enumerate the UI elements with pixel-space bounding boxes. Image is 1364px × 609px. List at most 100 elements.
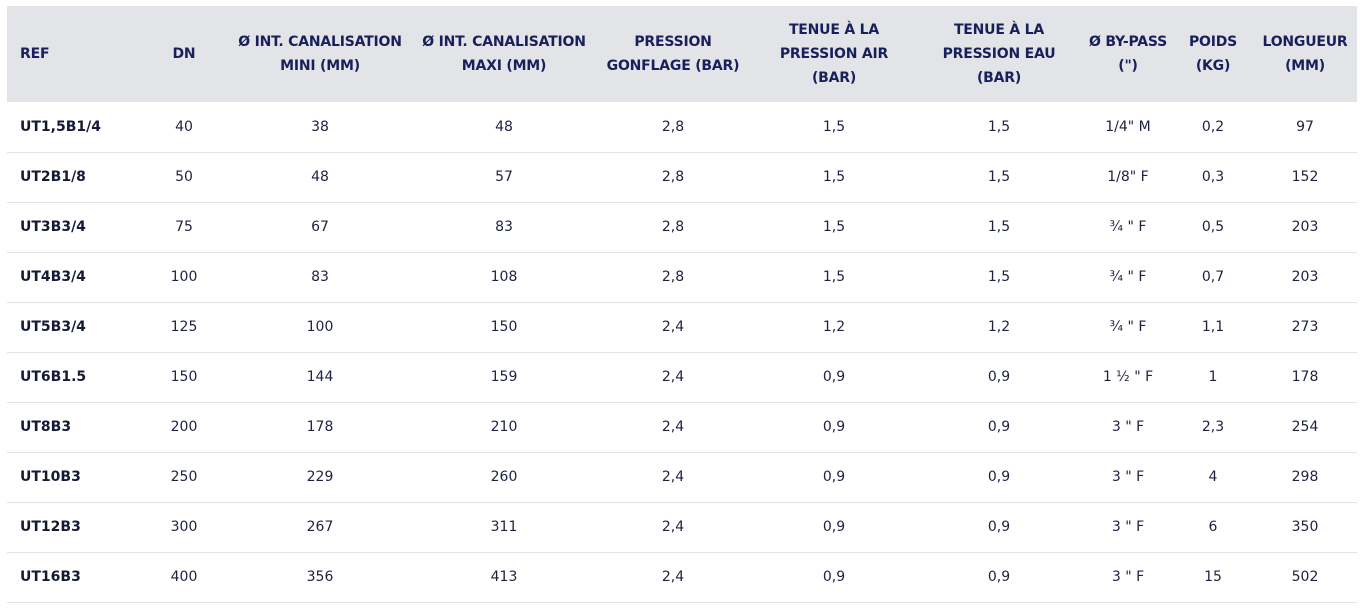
table-header: REF DN Ø INT. CANALISATION MINI (MM) Ø I… bbox=[7, 6, 1357, 102]
cell-poids: 1 bbox=[1208, 369, 1218, 385]
cell-bypass: 1/8" F bbox=[1107, 169, 1149, 185]
header-tenue-air: TENUE À LA PRESSION AIR (BAR) bbox=[779, 22, 889, 86]
cell-bypass: ¾ " F bbox=[1109, 219, 1147, 235]
cell-diam-mini: 48 bbox=[311, 169, 329, 185]
cell-dn: 40 bbox=[175, 118, 193, 135]
cell-diam-mini: 267 bbox=[306, 519, 334, 535]
cell-ref: UT3B3/4 bbox=[20, 219, 86, 235]
cell-pression-gonflage: 2,4 bbox=[661, 369, 685, 385]
cell-diam-maxi: 57 bbox=[495, 169, 513, 185]
cell-longueur: 350 bbox=[1291, 519, 1319, 535]
cell-tenue-air: 0,9 bbox=[822, 569, 846, 585]
cell-longueur: 298 bbox=[1291, 469, 1319, 485]
cell-tenue-air: 0,9 bbox=[822, 519, 846, 535]
cell-tenue-air: 1,5 bbox=[822, 219, 846, 235]
cell-pression-gonflage: 2,4 bbox=[661, 319, 685, 335]
cell-ref: UT12B3 bbox=[20, 519, 81, 535]
cell-bypass: 1/4" M bbox=[1105, 118, 1151, 135]
cell-poids: 15 bbox=[1204, 569, 1222, 585]
cell-tenue-eau: 0,9 bbox=[987, 419, 1011, 435]
header-bypass: Ø BY-PASS (") bbox=[1088, 34, 1168, 74]
table-row: UT10B3 250 229 260 2,4 0,9 0,9 3 " F 4 2… bbox=[7, 452, 1357, 502]
cell-longueur: 203 bbox=[1291, 219, 1319, 235]
cell-tenue-eau: 0,9 bbox=[987, 369, 1011, 385]
header-longueur: LONGUEUR (MM) bbox=[1262, 34, 1348, 74]
cell-diam-maxi: 159 bbox=[490, 369, 518, 385]
cell-longueur: 203 bbox=[1291, 269, 1319, 285]
cell-diam-mini: 229 bbox=[306, 469, 334, 485]
cell-diam-maxi: 48 bbox=[495, 118, 513, 135]
cell-tenue-eau: 1,5 bbox=[987, 169, 1011, 185]
header-pression-gonflage: PRESSION GONFLAGE (BAR) bbox=[606, 34, 740, 74]
cell-pression-gonflage: 2,4 bbox=[661, 419, 685, 435]
cell-pression-gonflage: 2,4 bbox=[661, 519, 685, 535]
cell-tenue-air: 1,5 bbox=[822, 118, 846, 135]
table-row: UT5B3/4 125 100 150 2,4 1,2 1,2 ¾ " F 1,… bbox=[7, 302, 1357, 352]
cell-tenue-air: 0,9 bbox=[822, 469, 846, 485]
cell-pression-gonflage: 2,8 bbox=[661, 169, 685, 185]
cell-poids: 4 bbox=[1208, 469, 1218, 485]
cell-diam-mini: 38 bbox=[311, 118, 329, 135]
cell-pression-gonflage: 2,4 bbox=[661, 469, 685, 485]
cell-dn: 300 bbox=[170, 519, 198, 535]
cell-diam-maxi: 210 bbox=[490, 419, 518, 435]
cell-tenue-eau: 0,9 bbox=[987, 519, 1011, 535]
header-poids: POIDS (KG) bbox=[1188, 34, 1238, 74]
cell-pression-gonflage: 2,8 bbox=[661, 219, 685, 235]
cell-dn: 50 bbox=[175, 169, 193, 185]
cell-poids: 0,2 bbox=[1201, 118, 1225, 135]
cell-diam-mini: 144 bbox=[306, 369, 334, 385]
cell-longueur: 97 bbox=[1296, 118, 1314, 135]
cell-tenue-air: 1,2 bbox=[822, 319, 846, 335]
cell-pression-gonflage: 2,8 bbox=[661, 269, 685, 285]
cell-bypass: 3 " F bbox=[1111, 469, 1145, 485]
cell-longueur: 273 bbox=[1291, 319, 1319, 335]
cell-tenue-air: 1,5 bbox=[822, 169, 846, 185]
cell-tenue-eau: 1,2 bbox=[987, 319, 1011, 335]
product-spec-table-container: REF DN Ø INT. CANALISATION MINI (MM) Ø I… bbox=[7, 6, 1357, 603]
cell-ref: UT5B3/4 bbox=[20, 319, 86, 335]
cell-tenue-air: 1,5 bbox=[822, 269, 846, 285]
cell-diam-maxi: 260 bbox=[490, 469, 518, 485]
cell-tenue-eau: 1,5 bbox=[987, 118, 1011, 135]
cell-pression-gonflage: 2,4 bbox=[661, 569, 685, 585]
cell-dn: 75 bbox=[175, 219, 193, 235]
cell-diam-mini: 100 bbox=[306, 319, 334, 335]
table-body: UT1,5B1/4 40 38 48 2,8 1,5 1,5 1/4" M 0,… bbox=[7, 102, 1357, 602]
cell-poids: 1,1 bbox=[1201, 319, 1225, 335]
cell-diam-maxi: 150 bbox=[490, 319, 518, 335]
cell-tenue-air: 0,9 bbox=[822, 419, 846, 435]
cell-ref: UT6B1.5 bbox=[20, 369, 87, 385]
header-tenue-eau: TENUE À LA PRESSION EAU (BAR) bbox=[942, 22, 1056, 86]
cell-dn: 400 bbox=[170, 569, 198, 585]
header-ref: REF bbox=[20, 46, 50, 62]
header-diam-mini: Ø INT. CANALISATION MINI (MM) bbox=[238, 34, 402, 74]
cell-ref: UT16B3 bbox=[20, 569, 81, 585]
cell-bypass: ¾ " F bbox=[1109, 319, 1147, 335]
table-row: UT8B3 200 178 210 2,4 0,9 0,9 3 " F 2,3 … bbox=[7, 402, 1357, 452]
table-row: UT6B1.5 150 144 159 2,4 0,9 0,9 1 ½ " F … bbox=[7, 352, 1357, 402]
cell-bypass: ¾ " F bbox=[1109, 269, 1147, 285]
cell-diam-maxi: 108 bbox=[490, 269, 518, 285]
cell-ref: UT10B3 bbox=[20, 469, 81, 485]
cell-poids: 0,5 bbox=[1201, 219, 1225, 235]
header-diam-maxi: Ø INT. CANALISATION MAXI (MM) bbox=[422, 34, 586, 74]
cell-tenue-eau: 0,9 bbox=[987, 469, 1011, 485]
cell-dn: 250 bbox=[170, 469, 198, 485]
table-row: UT4B3/4 100 83 108 2,8 1,5 1,5 ¾ " F 0,7… bbox=[7, 252, 1357, 302]
header-dn: DN bbox=[172, 46, 196, 62]
table-row: UT3B3/4 75 67 83 2,8 1,5 1,5 ¾ " F 0,5 2… bbox=[7, 202, 1357, 252]
cell-tenue-eau: 1,5 bbox=[987, 219, 1011, 235]
cell-ref: UT4B3/4 bbox=[20, 269, 86, 285]
header-row: REF DN Ø INT. CANALISATION MINI (MM) Ø I… bbox=[7, 6, 1357, 102]
cell-diam-maxi: 413 bbox=[490, 569, 518, 585]
cell-dn: 150 bbox=[170, 369, 198, 385]
cell-dn: 100 bbox=[170, 269, 198, 285]
table-row: UT12B3 300 267 311 2,4 0,9 0,9 3 " F 6 3… bbox=[7, 502, 1357, 552]
cell-pression-gonflage: 2,8 bbox=[661, 118, 685, 135]
cell-longueur: 502 bbox=[1291, 569, 1319, 585]
cell-poids: 6 bbox=[1208, 519, 1218, 535]
cell-longueur: 254 bbox=[1291, 419, 1319, 435]
cell-dn: 125 bbox=[170, 319, 198, 335]
cell-diam-mini: 67 bbox=[311, 219, 329, 235]
